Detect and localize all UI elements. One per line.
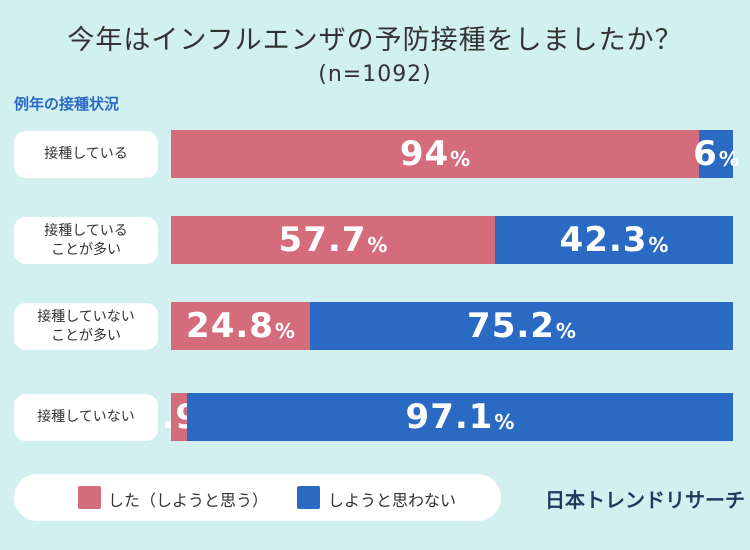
bar-seg-row0-not: 6% xyxy=(693,130,739,178)
bar-unit-row0-not: % xyxy=(718,147,739,171)
bar-value-row3-not: 97.1 xyxy=(405,397,494,437)
bar-seg-row3-did: 2.9% xyxy=(137,393,221,441)
bar-unit-row1-not: % xyxy=(648,233,669,257)
bar-seg-row1-did: 57.7% xyxy=(171,216,495,264)
legend-label-did: した（しようと思う） xyxy=(108,491,269,510)
bar-unit-row1-did: % xyxy=(367,233,388,257)
legend-swatch-not xyxy=(297,486,320,509)
chart-title: 今年はインフルエンザの予防接種をしましたか？ xyxy=(67,25,683,56)
bar-unit-row2-not: % xyxy=(555,319,576,343)
bar-value-row1-not: 42.3 xyxy=(559,220,648,260)
bar-area: 94%6%57.7%42.3%24.8%75.2%2.9%97.1% xyxy=(137,0,739,550)
bar-seg-row0-did: 94% xyxy=(171,130,699,178)
bar-seg-row2-not: 75.2% xyxy=(310,302,733,350)
row-label-2: 接種していない ことが多い xyxy=(14,303,158,350)
brand-logo: 日本トレンドリサーチ xyxy=(545,488,745,512)
bar-value-row0-not: 6 xyxy=(693,134,718,174)
legend-label-not: しようと思わない xyxy=(328,491,457,510)
bar-value-row2-not: 75.2 xyxy=(467,306,555,346)
bar-unit-row0-did: % xyxy=(450,147,471,171)
row-label-3: 接種していない xyxy=(14,394,158,441)
bar-value-row1-did: 57.7 xyxy=(278,220,367,260)
bar-unit-row3-not: % xyxy=(494,410,515,434)
bar-value-row0-did: 94 xyxy=(399,134,450,174)
row-label-1: 接種している ことが多い xyxy=(14,217,158,264)
legend: した（しようと思う） しようと思わない xyxy=(14,474,501,521)
chart-subtitle: (n=1092) xyxy=(318,62,432,87)
legend-swatch-did xyxy=(78,486,101,509)
bar-value-row2-did: 24.8 xyxy=(186,306,274,346)
row-label-0: 接種している xyxy=(14,131,158,178)
section-label: 例年の接種状況 xyxy=(14,95,120,113)
bar-seg-row1-not: 42.3% xyxy=(495,216,733,264)
bar-unit-row2-did: % xyxy=(274,319,295,343)
bar-seg-row2-did: 24.8% xyxy=(171,302,310,350)
bar-seg-row3-not: 97.1% xyxy=(187,393,733,441)
